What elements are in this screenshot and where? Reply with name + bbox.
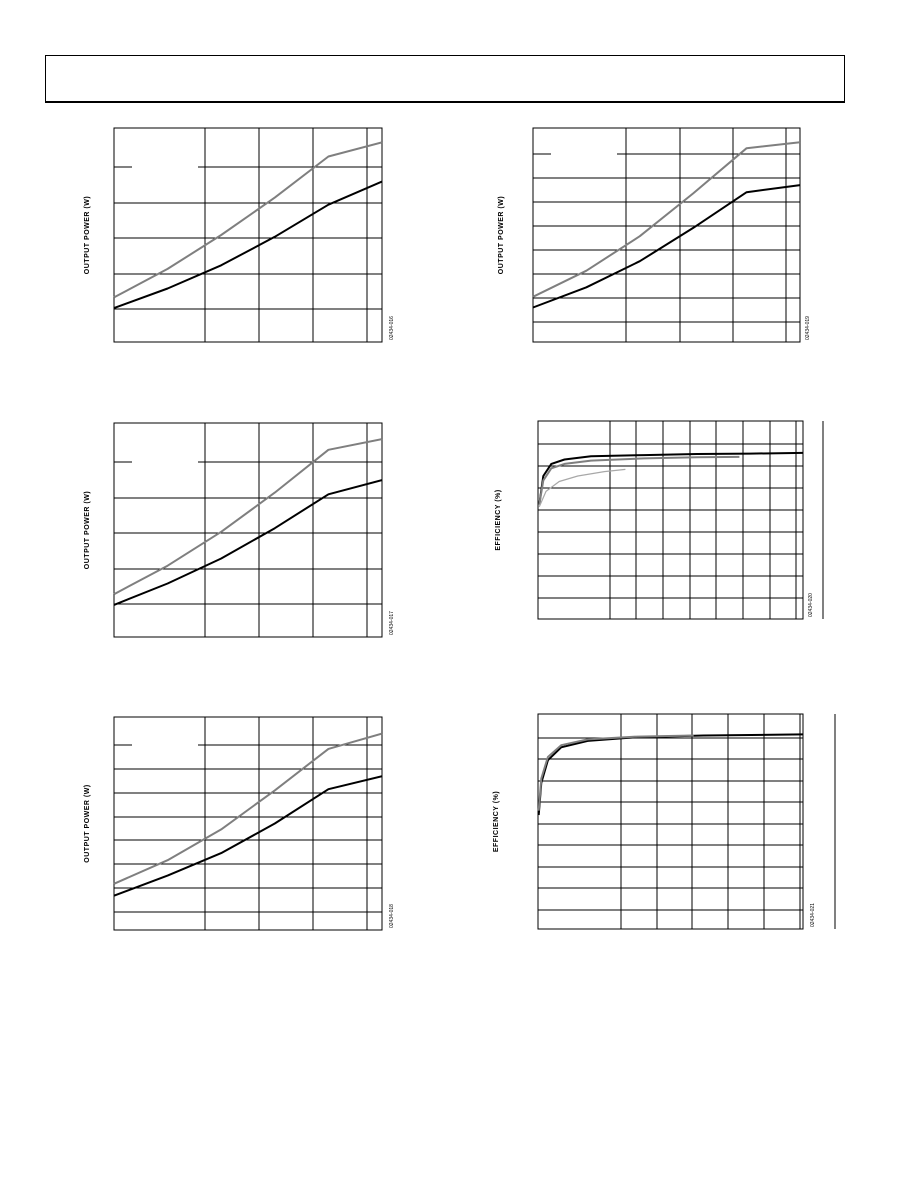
series-line-1 [532,141,801,298]
y-axis-label: OUTPUT POWER (W) [84,196,91,274]
figure-id: 02434-021 [810,903,816,927]
series-line-1 [537,733,804,816]
y-axis-label: OUTPUT POWER (W) [84,784,91,862]
series-line-2 [113,775,383,897]
figure-id: 02434-019 [805,316,811,340]
page-header-box [45,55,845,103]
plot-frame [113,422,383,638]
series-line-2 [538,455,740,505]
y-axis-label: EFFICIENCY (%) [493,791,500,852]
y-axis-label: OUTPUT POWER (W) [84,491,91,569]
plot-frame [537,420,804,620]
figure-id: 02434-020 [808,593,814,617]
series-line-1 [538,451,804,505]
series-line-2 [113,180,383,310]
figure-id: 02434-016 [389,316,395,340]
plot-frame [537,713,804,930]
legend-box [551,142,617,170]
chart-2: OUTPUT POWER (W) 02434-019 [498,127,811,343]
plot-frame [113,127,383,343]
y-axis-label: OUTPUT POWER (W) [498,196,505,274]
series-line-3 [538,468,626,508]
series-line-2 [532,184,801,309]
y-axis-label: EFFICIENCY (%) [495,489,502,550]
figure-id: 02434-017 [389,611,395,635]
legend-box [132,142,198,170]
chart-5: OUTPUT POWER (W) 02434-018 [84,716,395,931]
plot-frame [532,127,801,343]
chart-6: EFFICIENCY (%) 02434-021 [493,713,836,930]
series-line-2 [537,734,694,811]
figure-id: 02434-018 [389,904,395,928]
legend-box [132,731,198,759]
series-line-1 [113,438,383,596]
chart-4: EFFICIENCY (%) 02434-020 [495,420,824,620]
series-line-1 [113,732,383,885]
plot-frame [113,716,383,931]
chart-1: OUTPUT POWER (W) 02434-016 [84,127,395,343]
series-line-2 [113,479,383,606]
legend-box [132,437,198,465]
chart-3: OUTPUT POWER (W) 02434-017 [84,422,395,638]
series-line-1 [113,141,383,299]
